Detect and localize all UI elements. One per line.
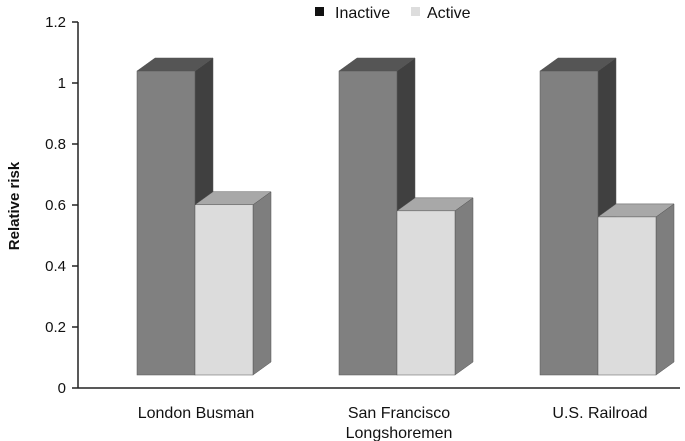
legend: Inactive Active	[315, 5, 471, 22]
x-category-label: U.S. Railroad	[552, 405, 647, 422]
bar-active	[194, 204, 254, 376]
legend-label-inactive: Inactive	[335, 5, 390, 22]
legend-swatch-active	[411, 7, 420, 16]
legend-swatch-inactive	[315, 7, 324, 16]
bar-side-active	[252, 191, 272, 376]
bar-inactive	[539, 70, 599, 376]
x-category-labels: London Busman San Francisco Longshoremen U.…	[138, 405, 648, 441]
bar-inactive	[136, 70, 196, 376]
y-tick-label: 1	[58, 75, 66, 92]
bar-side-active	[655, 203, 675, 376]
bar-inactive	[338, 70, 398, 376]
bar-active	[597, 216, 657, 376]
x-category-label: Longshoremen	[346, 425, 453, 441]
y-axis-title: Relative risk	[6, 161, 23, 250]
y-tick-label: 0	[58, 380, 66, 397]
legend-label-active: Active	[427, 5, 471, 22]
bar-side-active	[454, 197, 474, 376]
y-tick-label: 0.2	[45, 319, 66, 336]
bars-layer	[136, 57, 675, 376]
y-tick-label: 0.8	[45, 136, 66, 153]
y-tick-label: 0.6	[45, 197, 66, 214]
x-category-label: London Busman	[138, 405, 255, 422]
x-category-label: San Francisco	[348, 405, 450, 422]
bar-active	[396, 210, 456, 376]
y-tick-label: 0.4	[45, 258, 66, 275]
y-ticks: 0 0.2 0.4 0.6 0.8 1 1.2	[45, 14, 78, 397]
y-tick-label: 1.2	[45, 14, 66, 31]
